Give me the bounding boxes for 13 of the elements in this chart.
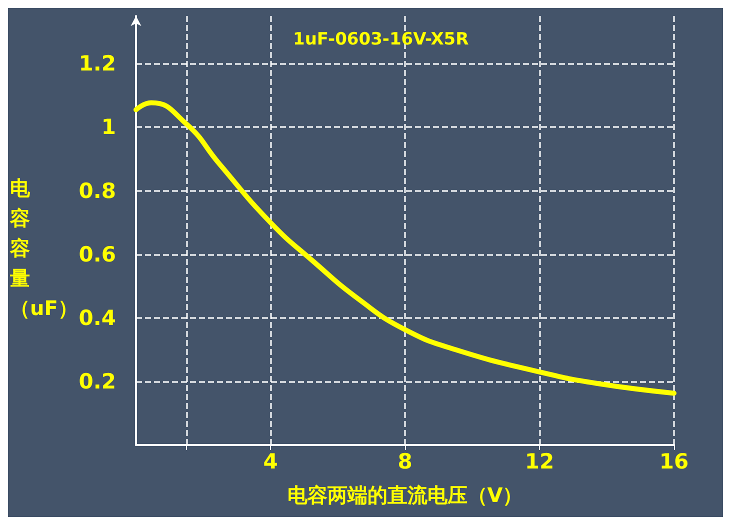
y-tick-label: 0.6 — [78, 242, 116, 266]
y-tick-label: 1 — [101, 115, 116, 140]
y-tick-label: 0.4 — [78, 306, 116, 330]
text: 1uF-0603-16V-X5R — [293, 30, 469, 50]
x-tick-label: 16 — [659, 450, 689, 474]
y-tick-label: 1.2 — [78, 52, 116, 76]
y-tick-label: 0.8 — [78, 178, 116, 203]
x-axis-title: 电容两端的直流电压（V） — [287, 483, 523, 507]
x-tick-label: 8 — [398, 450, 412, 474]
x-tick-label: 12 — [524, 450, 554, 474]
y-axis-title: 电容容量（uF） — [9, 176, 78, 320]
y-tick-label: 0.2 — [78, 369, 116, 394]
x-tick-label: 4 — [263, 450, 278, 474]
